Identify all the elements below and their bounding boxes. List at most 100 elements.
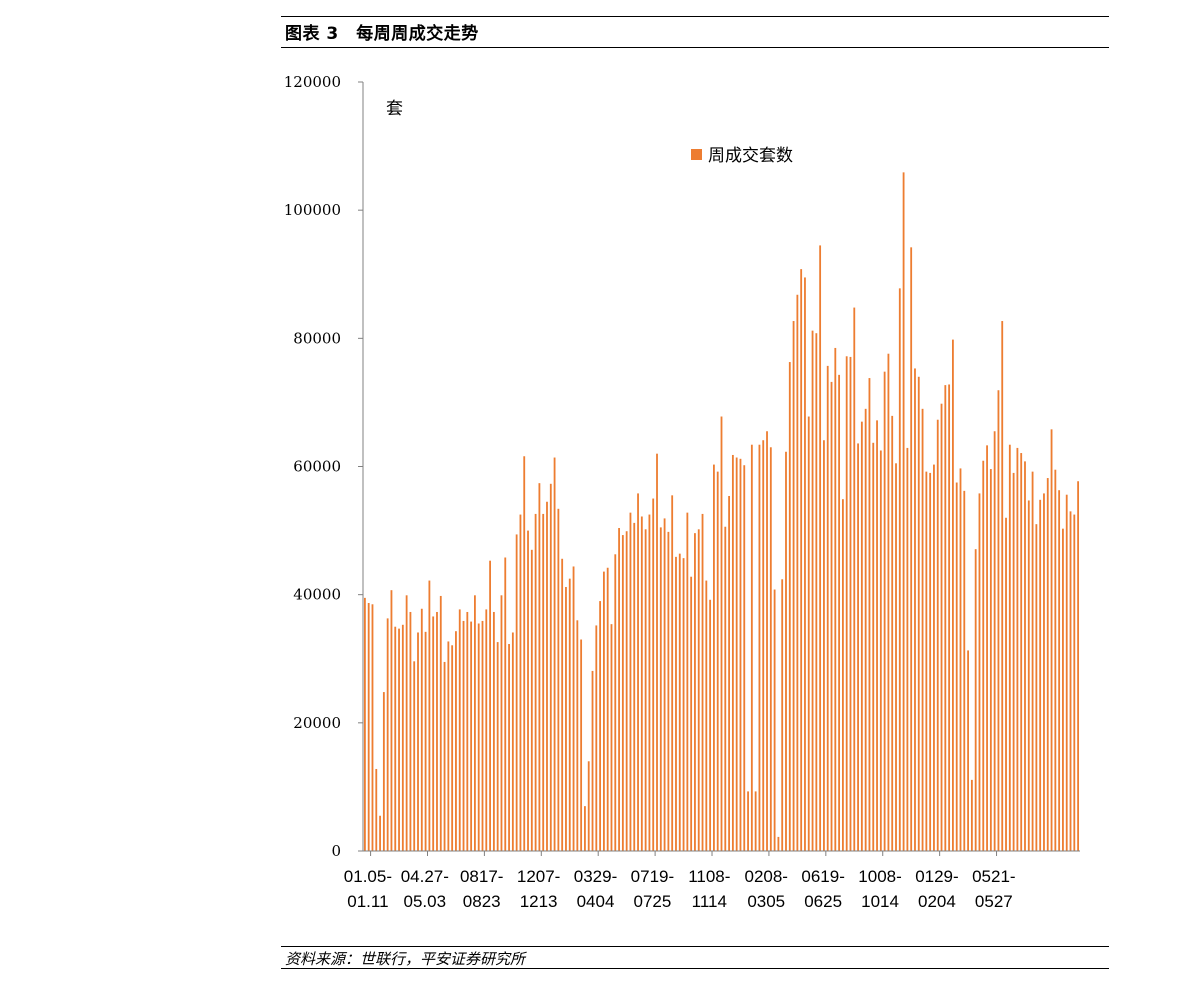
bar bbox=[1016, 447, 1019, 851]
bar bbox=[967, 650, 969, 851]
bar bbox=[910, 247, 913, 851]
bar bbox=[1001, 321, 1004, 851]
bar bbox=[557, 508, 560, 851]
bar bbox=[439, 595, 442, 851]
bar bbox=[413, 661, 416, 851]
bar bbox=[428, 580, 431, 851]
bar bbox=[800, 269, 803, 851]
bar bbox=[633, 522, 636, 851]
bar bbox=[451, 645, 454, 851]
bar bbox=[906, 447, 909, 851]
bar bbox=[367, 603, 370, 851]
bar bbox=[1058, 490, 1061, 851]
bar bbox=[807, 416, 810, 851]
bar bbox=[424, 631, 427, 851]
x-tick-label: 0817- 0823 bbox=[460, 867, 503, 911]
bar bbox=[982, 460, 985, 851]
bar bbox=[936, 419, 939, 851]
bar bbox=[644, 529, 647, 851]
bar bbox=[754, 791, 757, 851]
bar bbox=[523, 456, 526, 851]
bar bbox=[694, 533, 696, 851]
bar bbox=[879, 450, 882, 851]
bar bbox=[743, 465, 746, 851]
bar bbox=[970, 779, 973, 851]
x-tick-label: 0129- 0204 bbox=[915, 867, 958, 911]
bar bbox=[549, 483, 552, 851]
x-tick-label-line1: 1108- bbox=[688, 867, 730, 886]
x-tick-label-line2: 01.11 bbox=[347, 892, 388, 911]
x-tick-label-line1: 01.05- bbox=[344, 867, 392, 886]
bar bbox=[375, 768, 378, 851]
bar bbox=[838, 374, 841, 851]
bar bbox=[625, 531, 628, 851]
bar bbox=[599, 601, 602, 851]
x-tick-label-line2: 0305 bbox=[747, 892, 785, 911]
bar bbox=[580, 639, 583, 851]
bar bbox=[447, 641, 450, 851]
bar bbox=[834, 347, 837, 851]
bar bbox=[515, 534, 518, 851]
bar bbox=[929, 472, 932, 851]
bar bbox=[481, 620, 484, 851]
bar bbox=[455, 631, 457, 851]
bar bbox=[902, 172, 905, 852]
bar bbox=[766, 431, 768, 851]
bar bbox=[709, 599, 712, 851]
bar bbox=[591, 670, 594, 851]
bar bbox=[663, 518, 666, 851]
bar bbox=[386, 618, 389, 851]
bar bbox=[1035, 524, 1038, 851]
x-tick-label: 01.05- 01.11 bbox=[344, 867, 392, 911]
x-tick-label: 04.27- 05.03 bbox=[401, 867, 449, 911]
bar bbox=[1020, 453, 1023, 851]
bar bbox=[857, 443, 859, 851]
bar bbox=[868, 378, 871, 851]
bar bbox=[553, 457, 556, 851]
bar bbox=[860, 421, 863, 851]
x-tick-label-line1: 0719- bbox=[631, 867, 674, 886]
bar bbox=[1008, 444, 1011, 851]
bar bbox=[796, 294, 799, 851]
x-tick-label: 1008- 1014 bbox=[858, 867, 901, 911]
bar bbox=[1065, 494, 1068, 851]
bar bbox=[963, 490, 966, 851]
bar bbox=[1005, 517, 1007, 851]
bar bbox=[640, 516, 643, 851]
bar bbox=[921, 408, 924, 851]
bar bbox=[595, 625, 598, 851]
bar bbox=[568, 578, 571, 851]
bar bbox=[417, 632, 419, 851]
legend-swatch bbox=[691, 149, 702, 160]
bar bbox=[405, 595, 408, 851]
bar bbox=[769, 447, 772, 851]
bar bbox=[1046, 478, 1049, 851]
x-tick-label: 0619- 0625 bbox=[801, 867, 844, 911]
bar bbox=[500, 595, 503, 851]
bar bbox=[542, 513, 545, 851]
bar bbox=[823, 440, 825, 851]
bar bbox=[587, 761, 590, 851]
bar bbox=[841, 499, 844, 851]
y-tick-label: 80000 bbox=[293, 329, 341, 347]
bar bbox=[955, 482, 958, 851]
bar bbox=[933, 464, 935, 851]
x-tick-label: 0719- 0725 bbox=[631, 867, 674, 911]
bar bbox=[382, 692, 385, 851]
bar bbox=[978, 493, 981, 851]
bar bbox=[1012, 472, 1015, 851]
bar bbox=[940, 403, 943, 851]
bar bbox=[948, 384, 951, 851]
x-tick-label: 0208- 0305 bbox=[744, 867, 787, 911]
y-tick-label: 40000 bbox=[293, 586, 341, 604]
y-tick-label: 120000 bbox=[284, 73, 341, 91]
y-tick-label: 100000 bbox=[284, 201, 341, 219]
bar bbox=[656, 453, 658, 851]
bar bbox=[618, 528, 620, 851]
bar bbox=[788, 362, 791, 851]
bar bbox=[713, 464, 715, 851]
bar bbox=[477, 623, 480, 851]
bar bbox=[1073, 514, 1076, 851]
x-tick-label: 0329- 0404 bbox=[574, 867, 617, 911]
bar bbox=[511, 632, 514, 851]
